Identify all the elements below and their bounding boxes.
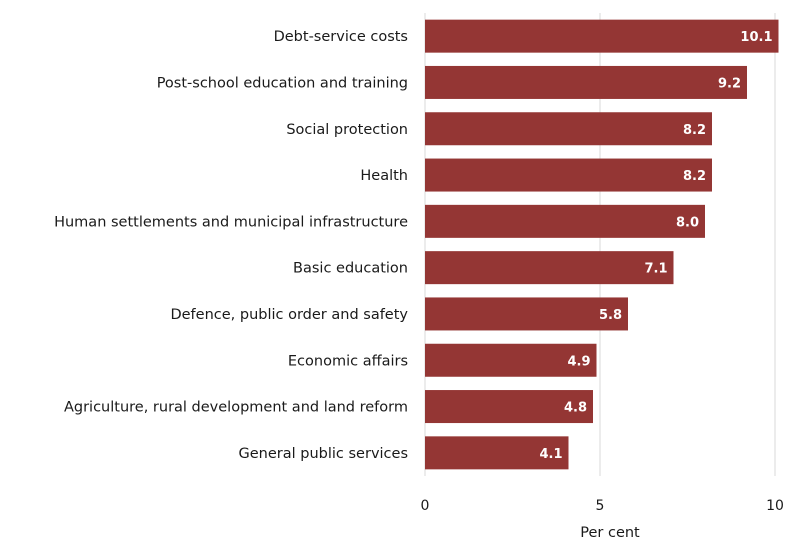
value-label: 4.1	[539, 447, 562, 462]
category-label: Social protection	[286, 122, 408, 138]
x-tick-label: 10	[766, 498, 784, 514]
x-tick-label: 0	[421, 498, 430, 514]
bar	[425, 251, 674, 285]
category-label: Defence, public order and safety	[170, 307, 408, 323]
bar	[425, 343, 597, 377]
value-label: 8.2	[683, 169, 706, 184]
category-label: Agriculture, rural development and land …	[64, 400, 408, 416]
value-label: 9.2	[718, 76, 741, 91]
bar	[425, 65, 747, 99]
bar	[425, 112, 712, 146]
value-label: 8.2	[683, 123, 706, 138]
value-label: 4.9	[567, 354, 590, 369]
category-label: Basic education	[293, 261, 408, 277]
value-label: 4.8	[564, 401, 587, 416]
x-axis-title: Per cent	[580, 525, 640, 538]
category-label: Economic affairs	[288, 353, 408, 369]
bar	[425, 297, 628, 331]
value-label: 5.8	[599, 308, 622, 323]
x-tick-label: 5	[596, 498, 605, 514]
bar	[425, 436, 569, 470]
category-label: Human settlements and municipal infrastr…	[54, 214, 408, 230]
bars	[425, 19, 779, 470]
category-label: General public services	[239, 446, 408, 462]
bar	[425, 19, 779, 53]
x-axis-ticks: 0 5 10	[421, 498, 784, 514]
value-labels: 10.1 9.2 8.2 8.2 8.0 7.1 5.8 4.9 4.8 4.1	[539, 30, 772, 462]
value-label: 7.1	[644, 262, 667, 277]
category-label: Post-school education and training	[157, 75, 408, 91]
category-label: Health	[360, 168, 408, 184]
bar	[425, 204, 705, 238]
bar	[425, 390, 593, 424]
bar	[425, 158, 712, 192]
category-label: Debt-service costs	[274, 29, 408, 45]
value-label: 8.0	[676, 215, 699, 230]
category-labels: Debt-service costs Post-school education …	[54, 29, 408, 462]
value-label: 10.1	[740, 30, 772, 45]
